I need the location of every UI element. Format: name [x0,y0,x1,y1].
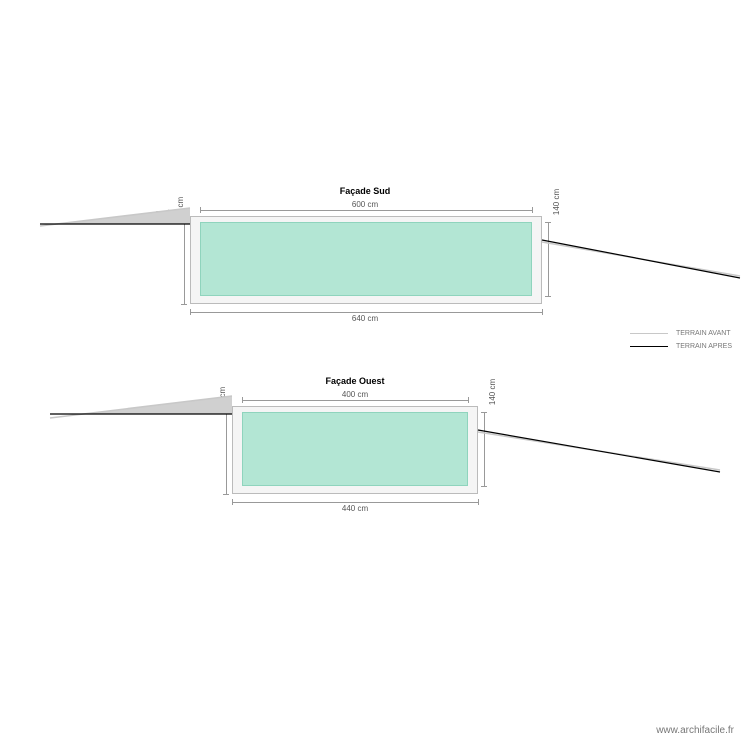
legend-label-1: TERRAIN APRES [676,343,732,350]
section-title-sud: Façade Sud [265,186,465,196]
dim-tick [242,397,243,403]
dim-line-top-ouest [242,400,468,401]
dim-right-sud: 140 cm [552,172,561,232]
dim-tick [181,304,187,305]
dim-line-bottom-sud [190,312,542,313]
section-title-ouest: Façade Ouest [255,376,455,386]
legend-swatch-0 [630,333,668,334]
legend-row-0: TERRAIN AVANT [630,330,732,337]
dim-tick [200,207,201,213]
dim-tick [532,207,533,213]
legend-row-1: TERRAIN APRES [630,343,732,350]
pool-inner-sud [200,222,532,296]
dim-tick [468,397,469,403]
dim-tick [232,499,233,505]
legend-swatch-1 [630,346,668,347]
remblai-label-ouest: remblai [198,400,221,407]
pool-inner-ouest [242,412,468,486]
legend-label-0: TERRAIN AVANT [676,330,731,337]
dim-tick [542,309,543,315]
dim-tick [223,494,229,495]
dim-right-ouest: 140 cm [488,362,497,422]
dim-line-top-sud [200,210,532,211]
legend: TERRAIN AVANT TERRAIN APRES [630,330,732,356]
diagram-canvas: Façade Sud600 cm640 cm180 cm140 cmrembla… [0,0,750,750]
dim-top-sud: 600 cm [325,200,405,209]
dim-line-right-sud [548,222,549,296]
dim-bottom-sud: 640 cm [325,314,405,323]
dim-tick [545,296,551,297]
dim-tick [478,499,479,505]
remblai-label-sud: remblai [156,210,179,217]
dim-tick [190,309,191,315]
watermark: www.archifacile.fr [656,725,734,736]
dim-top-ouest: 400 cm [315,390,395,399]
dim-line-bottom-ouest [232,502,478,503]
terrain-overlay [0,0,750,750]
dim-tick [481,486,487,487]
dim-bottom-ouest: 440 cm [315,504,395,513]
dim-tick [545,222,551,223]
dim-line-right-ouest [484,412,485,486]
dim-tick [481,412,487,413]
